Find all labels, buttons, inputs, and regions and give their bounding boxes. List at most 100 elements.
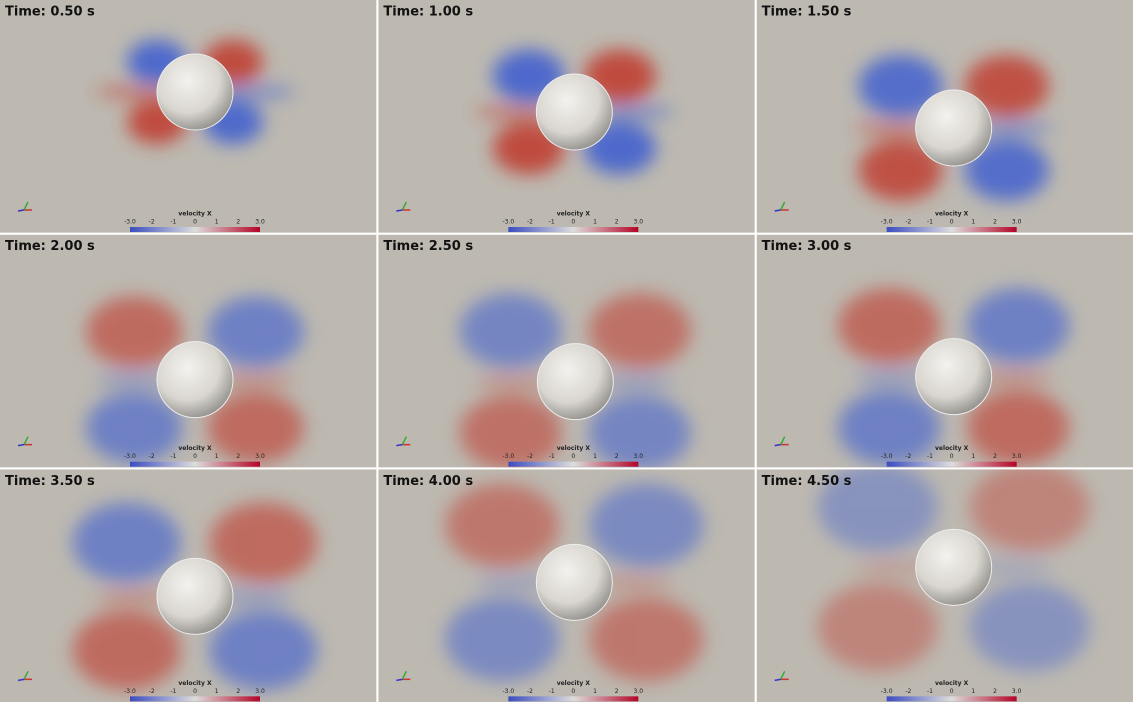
colorbar-tick-label: 1: [971, 688, 975, 695]
axis-gizmo: [18, 679, 24, 680]
colorbar-title: velocity X: [935, 680, 969, 687]
colorbar-tick-label: 3.0: [634, 219, 644, 226]
colorbar-tick-label: -1: [170, 688, 176, 695]
colorbar: [887, 462, 1017, 467]
sphere: [916, 90, 992, 166]
colorbar-tick-label: -1: [549, 219, 555, 226]
colorbar-tick-label: -2: [905, 688, 911, 695]
colorbar-tick-label: 0: [571, 688, 575, 695]
field-lobe: [590, 484, 704, 568]
colorbar-title: velocity X: [178, 211, 212, 218]
colorbar-tick-label: -3.0: [881, 688, 893, 695]
colorbar-title: velocity X: [178, 680, 212, 687]
colorbar-tick-label: 1: [971, 219, 975, 226]
colorbar-tick-label: -1: [549, 688, 555, 695]
colorbar-tick-label: 2: [615, 688, 619, 695]
panel: Time: 3.50 svelocity X-3.0-2-10123.0: [0, 469, 378, 704]
sphere: [536, 544, 612, 620]
axis-gizmo: [396, 679, 402, 680]
time-label: Time: 1.00 s: [383, 5, 473, 20]
axis-gizmo: [18, 445, 24, 446]
field-lobe: [445, 484, 559, 568]
colorbar: [130, 696, 260, 701]
colorbar-tick-label: 3.0: [1012, 688, 1022, 695]
colorbar-tick-label: -2: [527, 219, 533, 226]
panel-content: Time: 2.00 svelocity X-3.0-2-10123.0: [0, 235, 378, 470]
colorbar: [130, 227, 260, 232]
colorbar-tick-label: 0: [571, 453, 575, 460]
colorbar-tick-label: 1: [215, 219, 219, 226]
panel: Time: 4.00 svelocity X-3.0-2-10123.0: [378, 469, 756, 704]
colorbar-title: velocity X: [557, 680, 591, 687]
colorbar-tick-label: -3.0: [124, 688, 136, 695]
colorbar-tick-label: 2: [236, 688, 240, 695]
colorbar: [508, 227, 638, 232]
panel-content: Time: 0.50 svelocity X-3.0-2-10123.0: [0, 0, 378, 235]
colorbar-tick-label: 1: [593, 219, 597, 226]
colorbar-tick-label: -1: [170, 453, 176, 460]
panel: Time: 1.50 svelocity X-3.0-2-10123.0: [757, 0, 1135, 235]
colorbar-tick-label: -3.0: [124, 453, 136, 460]
axis-gizmo: [396, 210, 402, 211]
sphere: [916, 339, 992, 415]
axis-gizmo: [396, 445, 402, 446]
colorbar-tick-label: 1: [971, 453, 975, 460]
colorbar-tick-label: -3.0: [124, 219, 136, 226]
time-label: Time: 1.50 s: [762, 5, 852, 20]
time-label: Time: 4.50 s: [762, 474, 852, 489]
colorbar-tick-label: -1: [170, 219, 176, 226]
field-lobe: [970, 583, 1090, 671]
colorbar-tick-label: 1: [215, 688, 219, 695]
colorbar-tick-label: -3.0: [502, 453, 514, 460]
colorbar-tick-label: -2: [149, 453, 155, 460]
visualization-grid: Time: 0.50 svelocity X-3.0-2-10123.0Time…: [0, 0, 1135, 704]
field-lobe: [73, 503, 181, 582]
colorbar: [130, 462, 260, 467]
field-lobe: [445, 598, 559, 682]
colorbar-tick-label: 1: [593, 453, 597, 460]
colorbar-title: velocity X: [557, 211, 591, 218]
colorbar-tick-label: -2: [527, 688, 533, 695]
colorbar: [887, 696, 1017, 701]
field-lobe: [73, 611, 181, 690]
axis-gizmo: [775, 679, 781, 680]
colorbar-tick-label: 3.0: [255, 219, 265, 226]
colorbar-tick-label: -1: [927, 453, 933, 460]
colorbar-tick-label: 0: [571, 219, 575, 226]
sphere: [157, 342, 233, 418]
sphere: [537, 344, 613, 420]
colorbar-tick-label: 3.0: [634, 688, 644, 695]
time-label: Time: 3.50 s: [5, 474, 95, 489]
colorbar-tick-label: 0: [950, 453, 954, 460]
colorbar-tick-label: 2: [993, 219, 997, 226]
colorbar-tick-label: 2: [993, 453, 997, 460]
colorbar-tick-label: 3.0: [255, 688, 265, 695]
colorbar-tick-label: -2: [905, 219, 911, 226]
colorbar-tick-label: -3.0: [881, 219, 893, 226]
colorbar-tick-label: -1: [927, 219, 933, 226]
colorbar: [887, 227, 1017, 232]
colorbar-tick-label: 1: [593, 688, 597, 695]
axis-gizmo: [775, 210, 781, 211]
field-lobe: [209, 611, 317, 690]
sphere: [157, 54, 233, 130]
colorbar-tick-label: 2: [236, 219, 240, 226]
sphere: [916, 529, 992, 605]
time-label: Time: 2.00 s: [5, 239, 95, 254]
colorbar-tick-label: -2: [149, 688, 155, 695]
colorbar-tick-label: -1: [549, 453, 555, 460]
field-lobe: [970, 463, 1090, 551]
colorbar-tick-label: 3.0: [1012, 219, 1022, 226]
colorbar-tick-label: 0: [950, 688, 954, 695]
colorbar-title: velocity X: [935, 211, 969, 218]
colorbar-tick-label: 3.0: [1012, 453, 1022, 460]
colorbar-tick-label: 2: [236, 453, 240, 460]
